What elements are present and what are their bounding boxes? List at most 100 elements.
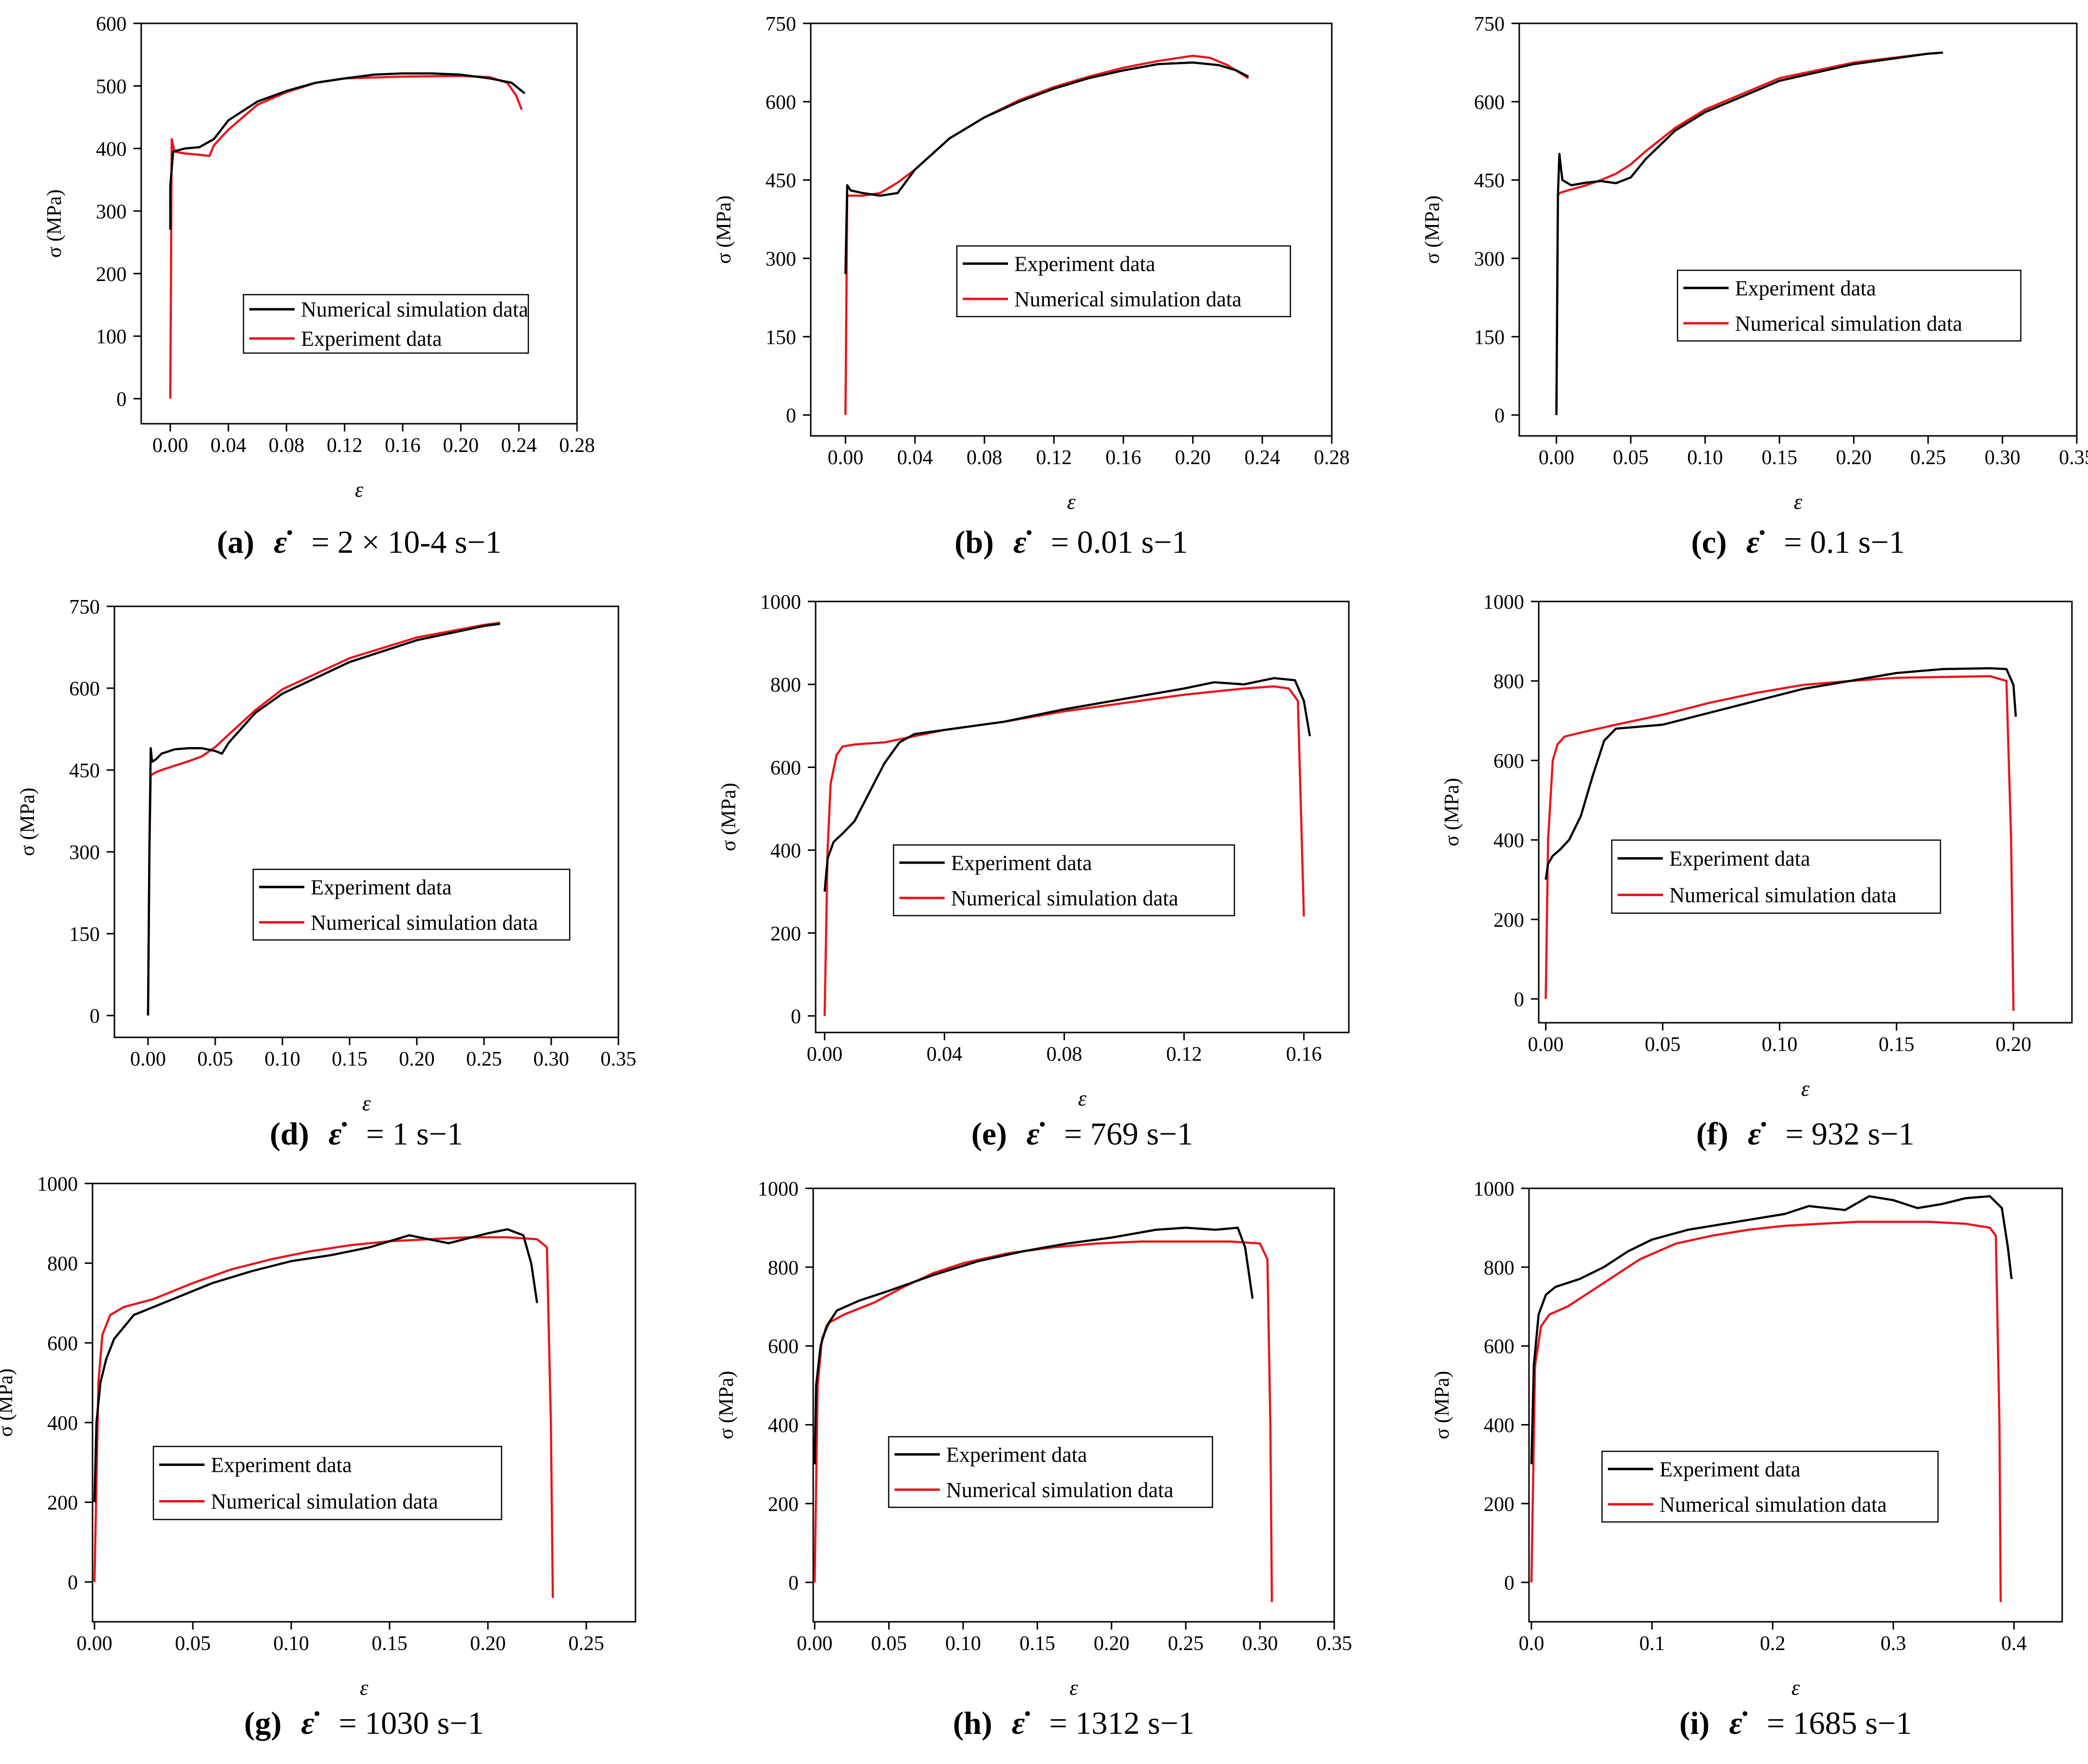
y-tick-label: 0 [1504, 1572, 1514, 1595]
x-axis-label: ε [360, 1676, 369, 1700]
y-tick-label: 150 [69, 923, 100, 946]
x-tick-label: 0.2 [1760, 1633, 1786, 1655]
chart-panel-g: 0.00 0.05 0.10 0.15 0.20 0.25 0 200 400 600 800 100… [0, 1173, 636, 1741]
y-tick-label: 1000 [1473, 1178, 1514, 1201]
strain-rate-value: = 1685 s−1 [1767, 1706, 1912, 1741]
y-tick-label: 400 [1484, 1414, 1514, 1437]
y-tick-label: 1000 [1483, 591, 1524, 614]
y-tick-label: 0 [90, 1005, 100, 1028]
x-tick-label: 0.10 [264, 1048, 300, 1070]
strain-rate-value: = 1312 s−1 [1049, 1706, 1194, 1741]
y-tick-label: 450 [765, 170, 796, 192]
x-tick-label: 0.15 [332, 1048, 368, 1070]
x-tick-label: 0.1 [1639, 1633, 1665, 1655]
y-tick-label: 400 [770, 840, 801, 863]
plot-frame [810, 22, 1333, 437]
x-tick-label: 0.10 [945, 1633, 981, 1655]
x-tick-label: 0.10 [273, 1633, 309, 1655]
x-tick-label: 0.24 [501, 434, 537, 457]
x-tick-label: 0.3 [1881, 1633, 1906, 1655]
y-tick-label: 200 [96, 263, 127, 286]
chart-panel-c: 0.00 0.05 0.10 0.15 0.20 0.25 0.30 0.35 0 150 300 4… [1421, 13, 2088, 560]
x-tick-label: 0.08 [1046, 1043, 1082, 1066]
y-tick-label: 0 [786, 405, 796, 427]
panel-caption: (b) ε̇ = 0.01 s−1 [954, 525, 1188, 560]
legend-box [252, 868, 571, 941]
legend-box [1601, 1450, 1939, 1523]
x-tick-label: 0.12 [327, 434, 363, 457]
y-tick-label: 800 [1493, 671, 1524, 693]
legend-label: Experiment data [946, 1443, 1087, 1466]
series-line-experiment [1545, 667, 2017, 880]
chart-panel-e: 0.00 0.04 0.08 0.12 0.16 0 200 400 600 800 1000 ε σ … [718, 591, 1350, 1152]
legend-label: Experiment data [1669, 847, 1810, 871]
y-axis-label: σ (MPa) [713, 195, 735, 263]
legend-label: Numerical simulation data [1735, 312, 1962, 336]
caption-letter: (c) [1691, 525, 1727, 560]
y-tick-label: 450 [1474, 170, 1505, 192]
y-tick-label: 400 [96, 138, 127, 161]
legend-box [956, 245, 1291, 318]
panel-caption: (c) ε̇ = 0.1 s−1 [1691, 525, 1905, 560]
x-tick-label: 0.28 [559, 434, 595, 457]
legend-label: Numerical simulation data [946, 1478, 1174, 1502]
x-tick-label: 0.00 [130, 1048, 166, 1070]
x-tick-label: 0.4 [2001, 1633, 2027, 1655]
plot-frame [1518, 22, 2078, 437]
series-line-simulation [1530, 1220, 2002, 1602]
y-tick-label: 150 [765, 326, 796, 349]
series-line-simulation [93, 1236, 554, 1598]
y-tick-label: 200 [1493, 909, 1524, 932]
y-tick-label: 400 [47, 1412, 78, 1435]
legend-box [893, 844, 1235, 917]
strain-rate-value: = 932 s−1 [1785, 1116, 1914, 1152]
panel-caption: (g) ε̇ = 1030 s−1 [244, 1706, 484, 1741]
legend-label: Experiment data [211, 1453, 352, 1477]
plot-frame [1528, 1187, 2063, 1623]
y-tick-label: 800 [1484, 1257, 1514, 1279]
legend-box [1677, 269, 2022, 342]
legend-label: Numerical simulation data [311, 911, 538, 935]
y-tick-label: 300 [96, 201, 127, 223]
y-tick-label: 600 [1484, 1336, 1514, 1358]
panel-caption: (d) ε̇ = 1 s−1 [270, 1116, 463, 1152]
x-tick-label: 0.12 [1166, 1043, 1202, 1066]
caption-letter: (i) [1679, 1706, 1710, 1741]
y-tick-label: 800 [770, 674, 801, 696]
x-tick-label: 0.35 [1316, 1633, 1352, 1655]
x-axis-label: ε [1069, 1676, 1078, 1700]
x-tick-label: 0.25 [1168, 1633, 1204, 1655]
x-tick-label: 0.10 [1762, 1033, 1798, 1056]
x-tick-label: 0.05 [175, 1633, 211, 1655]
chart-panel-h: 0.00 0.05 0.10 0.15 0.20 0.25 0.30 0.35 0 200 400 6… [715, 1178, 1352, 1741]
legend-label: Numerical simulation data [1014, 287, 1242, 311]
x-tick-label: 0.25 [466, 1048, 502, 1070]
caption-letter: (g) [244, 1706, 281, 1741]
x-tick-label: 0.15 [1879, 1033, 1915, 1056]
series-line-experiment [823, 677, 1311, 892]
strain-rate-value: = 0.1 s−1 [1784, 525, 1905, 560]
series-line-simulation [1545, 675, 2015, 1011]
x-axis-label: ε [355, 478, 364, 502]
x-tick-label: 0.20 [443, 434, 479, 457]
legend-label: Numerical simulation data [1669, 883, 1897, 907]
x-tick-label: 0.10 [1687, 447, 1723, 469]
x-tick-label: 0.15 [1020, 1633, 1056, 1655]
strain-rate-value: = 769 s−1 [1064, 1116, 1193, 1152]
x-tick-label: 0.00 [1528, 1033, 1564, 1056]
strain-rate-value: = 1 s−1 [366, 1116, 463, 1152]
x-tick-label: 0.20 [1836, 447, 1872, 469]
caption-letter: (d) [270, 1116, 309, 1152]
x-tick-label: 0.20 [1175, 447, 1211, 469]
legend-label: Numerical simulation data [951, 886, 1178, 910]
x-axis-label: ε [1791, 1676, 1800, 1700]
x-tick-label: 0.16 [1105, 447, 1141, 469]
x-tick-label: 0.20 [1094, 1633, 1130, 1655]
x-tick-label: 0.20 [399, 1048, 435, 1070]
y-axis-label: σ (MPa) [1421, 195, 1444, 263]
series-line-experiment [844, 61, 1249, 274]
y-tick-label: 600 [1493, 750, 1524, 772]
caption-letter: (e) [971, 1116, 1007, 1152]
x-tick-label: 0.00 [76, 1633, 112, 1655]
y-tick-label: 0 [1494, 405, 1505, 427]
